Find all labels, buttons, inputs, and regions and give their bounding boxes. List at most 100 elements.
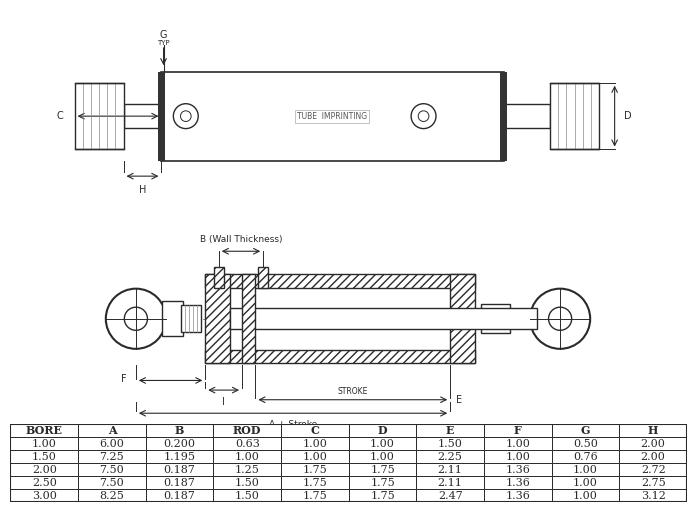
- Bar: [145, 424, 214, 437]
- Bar: [10, 424, 78, 437]
- Text: 3.00: 3.00: [32, 491, 56, 501]
- Text: 1.75: 1.75: [303, 478, 327, 488]
- Bar: [349, 437, 416, 450]
- Text: A: A: [108, 425, 116, 436]
- Bar: [619, 424, 687, 437]
- Bar: [230, 308, 537, 329]
- Text: A + Stroke: A + Stroke: [269, 420, 317, 429]
- Text: 6.00: 6.00: [100, 439, 125, 449]
- Text: 1.00: 1.00: [370, 439, 395, 449]
- Bar: [484, 476, 552, 489]
- Bar: [416, 464, 484, 476]
- Text: 1.50: 1.50: [235, 478, 260, 488]
- Bar: [484, 489, 552, 502]
- Bar: [552, 489, 619, 502]
- Bar: [158, 72, 165, 161]
- Bar: [349, 464, 416, 476]
- Text: 0.187: 0.187: [164, 478, 196, 488]
- Text: E: E: [446, 425, 454, 436]
- Text: C: C: [57, 111, 63, 121]
- Text: D: D: [624, 111, 631, 121]
- Bar: [182, 305, 200, 332]
- Text: F: F: [120, 374, 126, 383]
- Text: 1.00: 1.00: [573, 491, 598, 501]
- Text: 1.00: 1.00: [573, 478, 598, 488]
- Bar: [145, 476, 214, 489]
- Text: 2.75: 2.75: [641, 478, 665, 488]
- Bar: [450, 274, 475, 363]
- Text: 1.00: 1.00: [505, 452, 530, 462]
- Bar: [484, 437, 552, 450]
- Text: D: D: [378, 425, 388, 436]
- Text: 1.195: 1.195: [164, 452, 196, 462]
- Bar: [10, 476, 78, 489]
- Text: 1.50: 1.50: [438, 439, 463, 449]
- Bar: [349, 450, 416, 464]
- Bar: [619, 489, 687, 502]
- Bar: [162, 301, 183, 336]
- Text: 1.36: 1.36: [505, 491, 530, 501]
- Text: 2.11: 2.11: [438, 465, 463, 475]
- Bar: [552, 437, 619, 450]
- Text: 1.50: 1.50: [235, 491, 260, 501]
- Text: ROD: ROD: [273, 314, 293, 323]
- Bar: [349, 476, 416, 489]
- Bar: [214, 437, 281, 450]
- Text: 2.11: 2.11: [438, 478, 463, 488]
- Bar: [416, 489, 484, 502]
- Text: F: F: [514, 425, 522, 436]
- Bar: [416, 476, 484, 489]
- Circle shape: [411, 104, 436, 129]
- Circle shape: [548, 307, 571, 330]
- Bar: [551, 83, 599, 149]
- Circle shape: [125, 307, 148, 330]
- Text: STROKE: STROKE: [338, 387, 368, 396]
- Bar: [416, 437, 484, 450]
- Bar: [484, 450, 552, 464]
- Bar: [78, 464, 145, 476]
- Bar: [214, 464, 281, 476]
- Text: H: H: [139, 185, 146, 195]
- Bar: [281, 476, 349, 489]
- Circle shape: [173, 104, 198, 129]
- Text: I: I: [222, 397, 225, 407]
- Bar: [205, 274, 475, 288]
- Bar: [214, 476, 281, 489]
- Circle shape: [106, 289, 166, 349]
- Bar: [205, 274, 230, 363]
- Bar: [552, 450, 619, 464]
- Bar: [161, 72, 503, 161]
- Text: 1.00: 1.00: [573, 465, 598, 475]
- Bar: [78, 476, 145, 489]
- Text: 1.00: 1.00: [303, 439, 327, 449]
- Text: 1.75: 1.75: [303, 465, 327, 475]
- Bar: [281, 437, 349, 450]
- Text: H: H: [648, 425, 658, 436]
- Text: TUBE  IMPRINTING: TUBE IMPRINTING: [297, 112, 367, 121]
- Bar: [281, 489, 349, 502]
- Bar: [214, 267, 224, 288]
- Text: 2.00: 2.00: [641, 452, 665, 462]
- Bar: [78, 489, 145, 502]
- Bar: [258, 267, 268, 288]
- Bar: [500, 72, 507, 161]
- Text: 1.75: 1.75: [303, 491, 327, 501]
- Bar: [214, 489, 281, 502]
- Bar: [242, 274, 255, 363]
- Text: B: B: [175, 425, 184, 436]
- Text: 0.187: 0.187: [164, 465, 196, 475]
- Bar: [145, 450, 214, 464]
- Bar: [552, 476, 619, 489]
- Bar: [214, 450, 281, 464]
- Bar: [349, 424, 416, 437]
- Bar: [281, 464, 349, 476]
- Bar: [214, 424, 281, 437]
- Text: TYP: TYP: [157, 40, 170, 46]
- Text: ROD: ROD: [233, 425, 262, 436]
- Bar: [205, 349, 475, 363]
- Text: 1.50: 1.50: [32, 452, 56, 462]
- Bar: [78, 450, 145, 464]
- Text: 2.72: 2.72: [641, 465, 665, 475]
- Text: G: G: [160, 30, 167, 40]
- Text: 2.00: 2.00: [32, 465, 56, 475]
